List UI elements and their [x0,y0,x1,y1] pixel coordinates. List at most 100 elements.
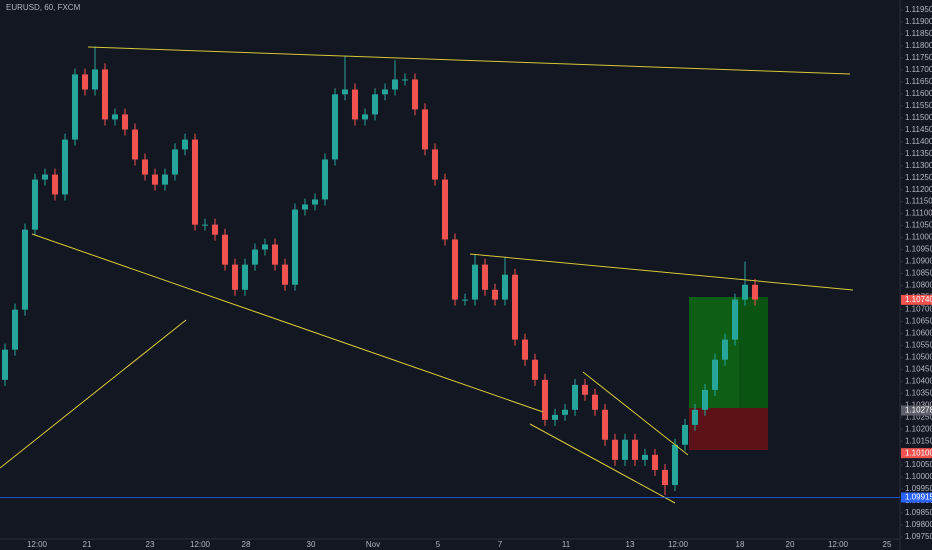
candle-body [282,264,288,285]
x-tick-label: 21 [83,540,92,549]
y-tick-label: 1.11650 [905,77,932,86]
candle-body [42,174,48,180]
y-tick-label: 1.10250 [905,412,932,421]
candle-body [302,204,308,210]
price-label-bg [901,405,932,416]
candle-body [712,359,718,390]
candle-body [132,129,138,160]
y-tick-label: 1.10000 [905,472,932,481]
candle-body [522,339,528,360]
candle-body [292,209,298,285]
y-tick-label: 1.11350 [905,149,932,158]
y-tick-label: 1.10900 [905,257,932,266]
trend-line [582,371,689,456]
y-tick-label: 1.10300 [905,400,932,409]
candle-body [362,114,368,120]
candle-body [172,149,178,175]
x-tick-label: 23 [146,540,155,549]
profit-zone-shade [739,297,768,408]
x-tick-label: 12:00 [828,540,849,549]
candle-body [422,109,428,150]
trend-line [469,253,854,291]
candle-body [692,409,698,425]
trend-line [31,233,544,413]
y-tick-label: 1.09800 [905,520,932,529]
candle-body [432,149,438,180]
price-label-bg [901,448,932,459]
y-tick-label: 1.11250 [905,173,932,182]
x-tick-label: 13 [626,540,635,549]
y-tick-label: 1.11700 [905,65,932,74]
x-tick-label: 12:00 [668,540,689,549]
price-label: 1.10100 [905,448,932,457]
candle-body [622,439,628,460]
candle-body [112,114,118,120]
candle-body [202,224,208,226]
symbol-title: EURUSD, 60, FXCM [6,3,81,12]
candle-body [652,454,658,470]
y-tick-label: 1.11500 [905,113,932,122]
candle-body [382,89,388,95]
candle-body [492,289,498,300]
candle-body [322,159,328,200]
candle-body [72,74,78,140]
candle-body [602,409,608,440]
y-tick-label: 1.11950 [905,5,932,14]
candle-body [242,264,248,290]
trend-line [0,319,187,469]
x-tick-label: 12:00 [27,540,48,549]
candle-body [32,179,38,230]
x-tick-label: 25 [883,540,892,549]
candle-body [152,174,158,185]
candle-body [52,174,58,195]
candle-body [542,379,548,420]
candles [2,46,758,496]
y-tick-label: 1.10650 [905,317,932,326]
x-tick-label: Nov [366,540,380,549]
candle-body [482,264,488,290]
candle-body [352,89,358,120]
candle-body [552,414,558,420]
price-label: 1.09915 [905,493,932,502]
y-tick-label: 1.11200 [905,185,932,194]
candle-body [342,89,348,95]
y-tick-label: 1.11050 [905,221,932,230]
trend-line [87,46,851,75]
candle-body [2,349,8,380]
candle-body [212,224,218,235]
x-tick-label: 30 [307,540,316,549]
candle-body [682,424,688,445]
y-tick-label: 1.10350 [905,388,932,397]
y-tick-label: 1.11150 [905,197,932,206]
candle-body [232,264,238,290]
y-tick-label: 1.11450 [905,125,932,134]
y-tick-label: 1.10050 [905,460,932,469]
candle-body [402,79,408,81]
x-tick-label: 28 [242,540,251,549]
x-tick-label: 11 [562,540,571,549]
candle-body [162,174,168,185]
candle-body [92,69,98,90]
y-tick-label: 1.11600 [905,89,932,98]
price-label: 1.10740 [905,295,932,304]
trend-line [529,423,676,504]
y-tick-label: 1.10450 [905,364,932,373]
candle-body [572,384,578,410]
candle-body [562,409,568,415]
candle-body [452,239,458,300]
candle-body [272,244,278,265]
candle-body [122,114,128,130]
candle-body [752,284,758,300]
candle-body [512,274,518,340]
y-tick-label: 1.11800 [905,41,932,50]
candle-body [312,199,318,205]
y-tick-label: 1.09850 [905,508,932,517]
y-tick-label: 1.10550 [905,340,932,349]
candle-body [532,359,538,380]
candle-body [412,79,418,110]
candle-body [672,444,678,486]
loss-zone [689,408,768,450]
y-tick-label: 1.11850 [905,29,932,38]
y-tick-label: 1.10150 [905,436,932,445]
